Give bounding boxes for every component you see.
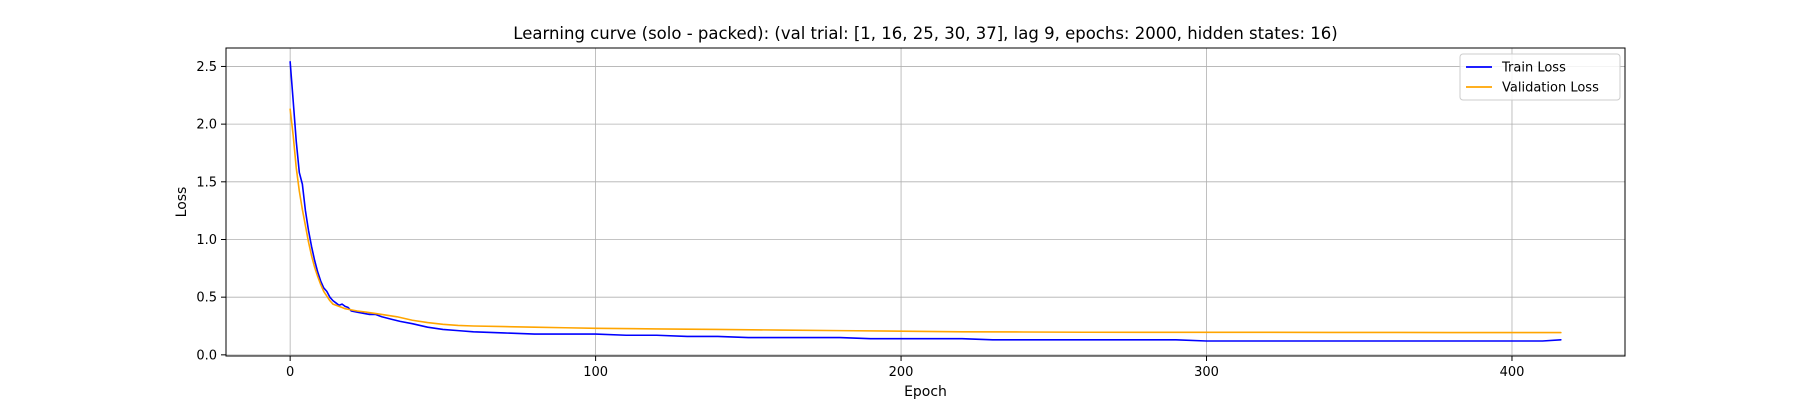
chart-title: Learning curve (solo - packed): (val tri… <box>513 24 1337 43</box>
y-tick-label: 2.0 <box>196 118 217 133</box>
series-layer <box>289 61 1562 342</box>
legend-box <box>1459 53 1621 101</box>
legend: Train Loss Validation Loss <box>1459 53 1621 101</box>
y-axis-label: Loss <box>174 187 190 218</box>
y-tick-label: 0.5 <box>196 291 217 306</box>
x-tick-label: 400 <box>1500 365 1525 380</box>
train-loss-line <box>289 61 1562 342</box>
y-axis: 0.0 0.5 1.0 1.5 2.0 2.5 <box>196 60 226 363</box>
validation-loss-line <box>289 108 1562 334</box>
grid <box>226 48 1625 356</box>
y-tick-label: 1.5 <box>196 175 217 190</box>
x-axis-label: Epoch <box>904 384 947 400</box>
x-tick-label: 100 <box>583 365 608 380</box>
x-tick-label: 0 <box>286 365 294 380</box>
x-axis: 0 100 200 300 400 <box>286 356 1524 380</box>
y-tick-label: 2.5 <box>196 60 217 75</box>
x-tick-label: 200 <box>889 365 914 380</box>
legend-label: Validation Loss <box>1502 81 1599 96</box>
y-tick-label: 0.0 <box>196 348 217 363</box>
plot-frame <box>225 47 1626 357</box>
x-tick-label: 300 <box>1194 365 1219 380</box>
y-tick-label: 1.0 <box>196 233 217 248</box>
legend-label: Train Loss <box>1501 61 1566 76</box>
